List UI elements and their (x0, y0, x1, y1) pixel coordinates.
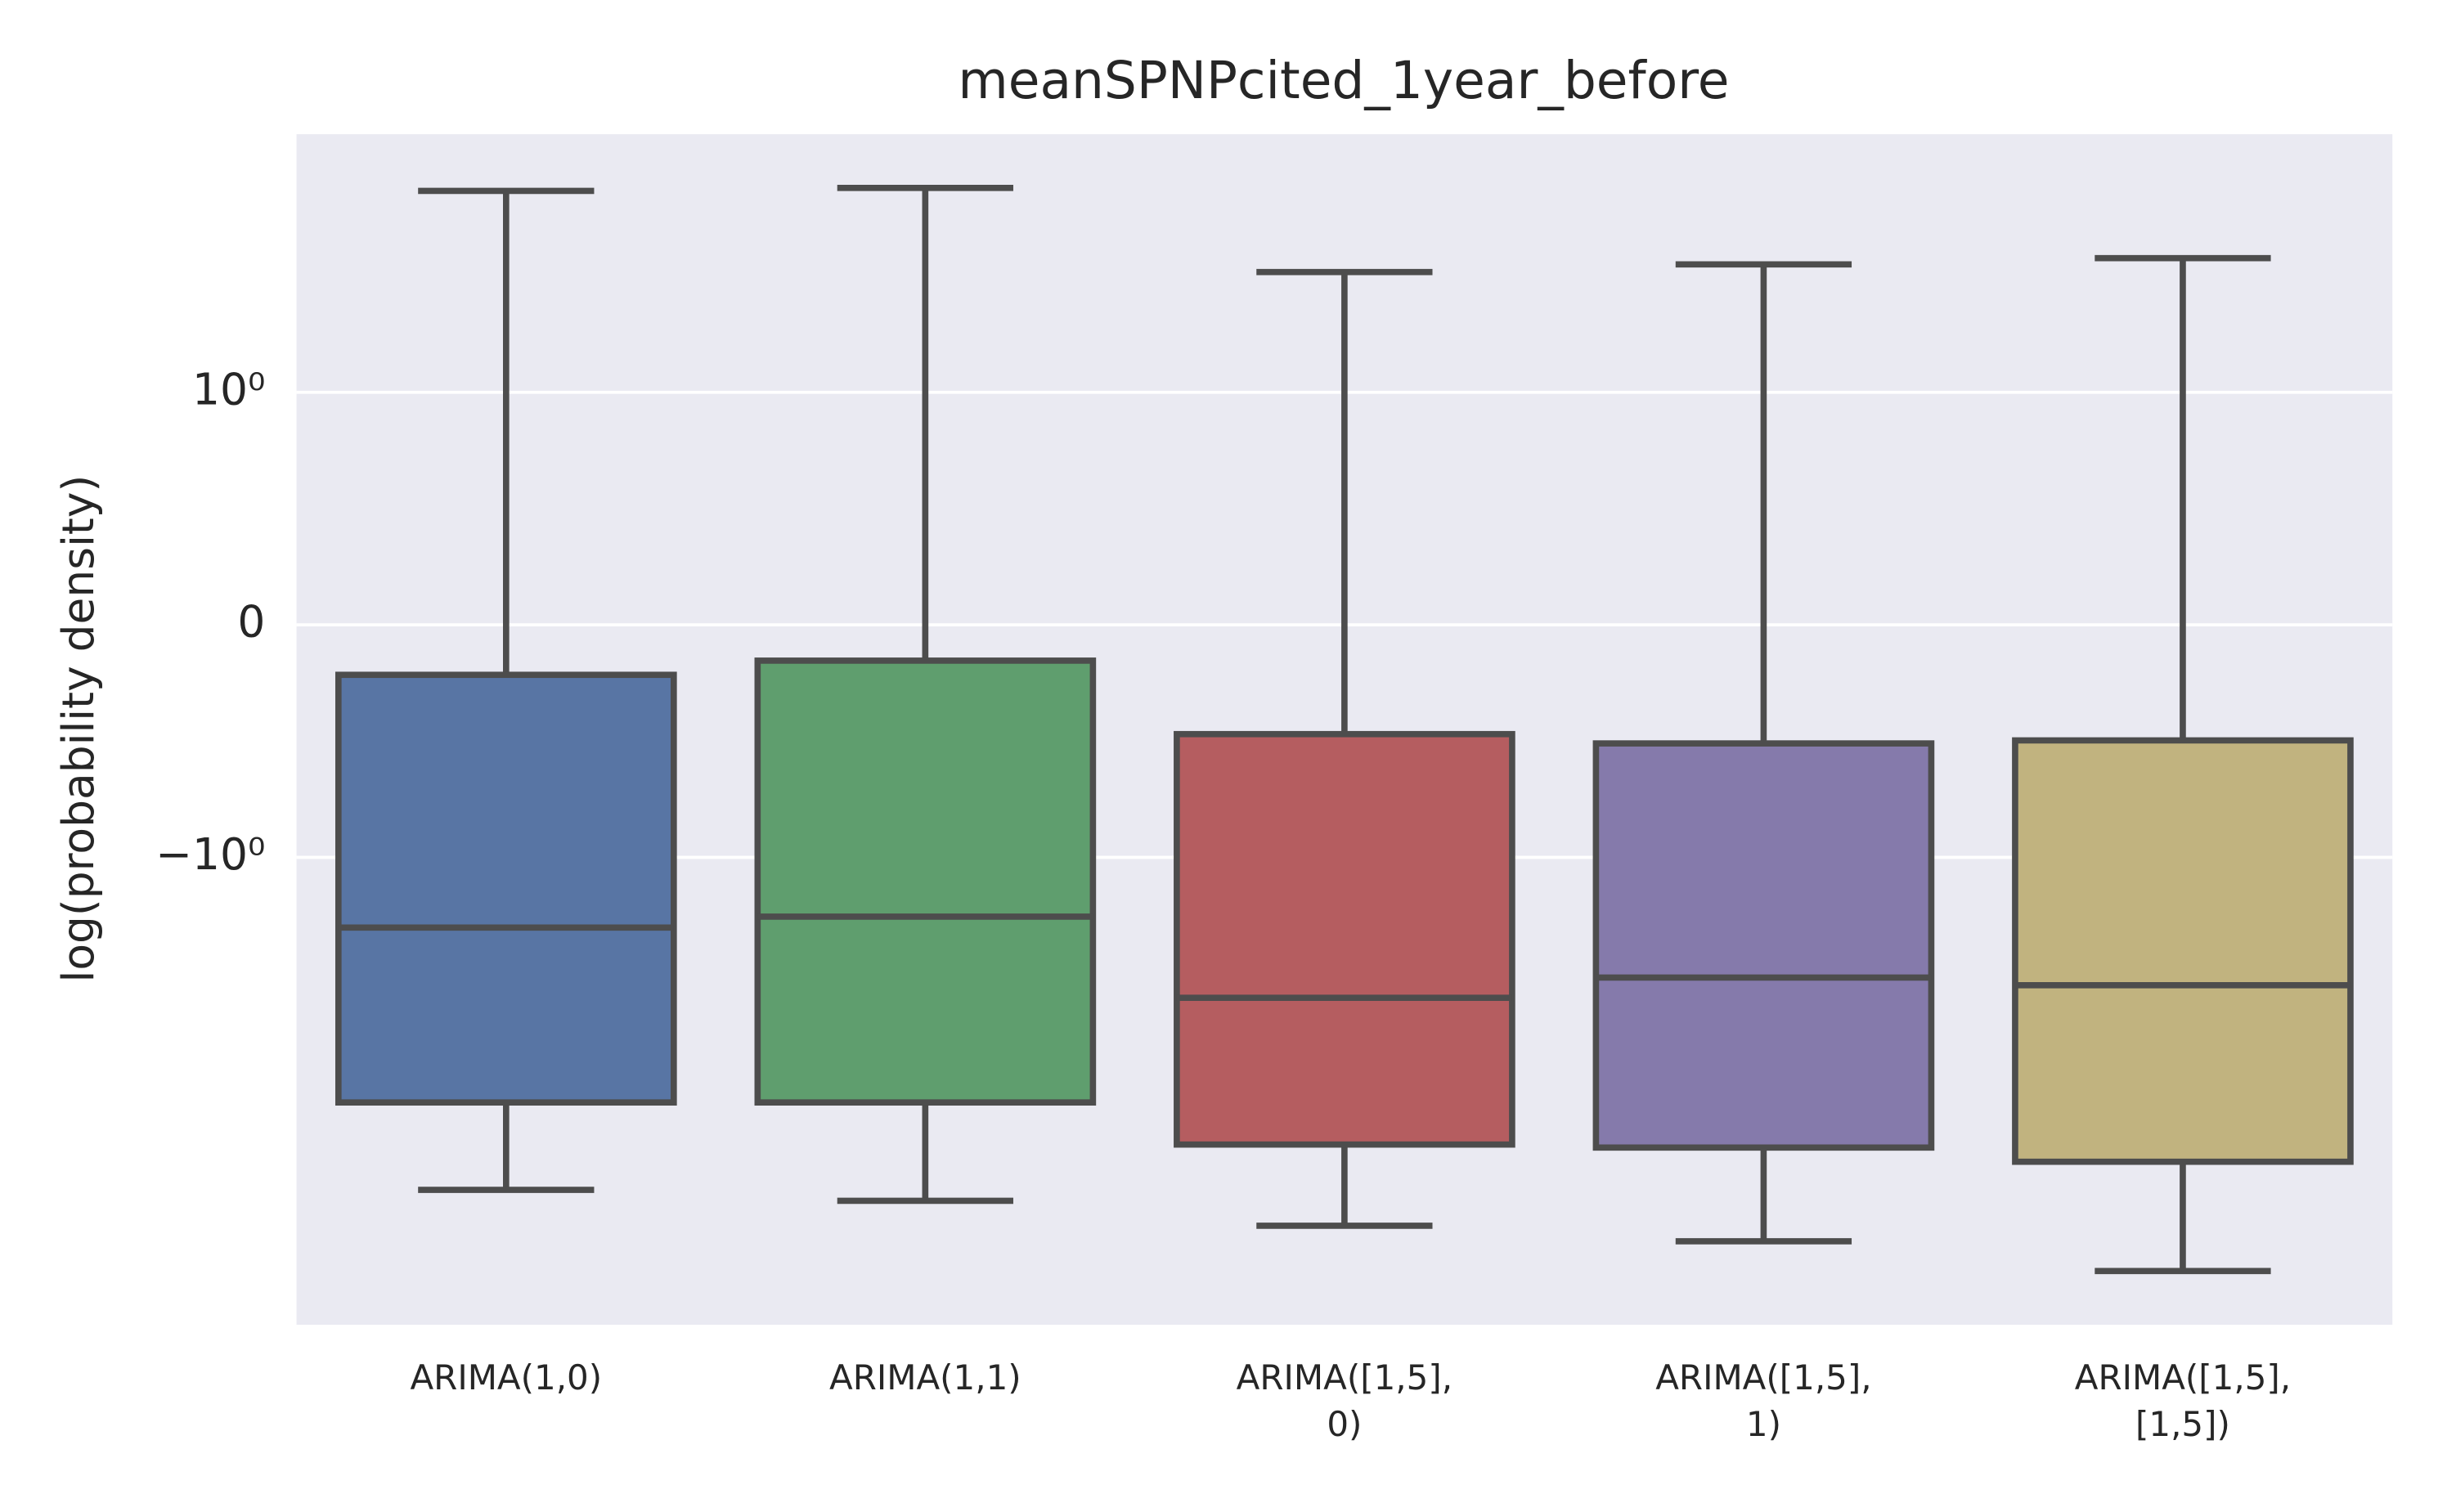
x-tick-line: 1) (1746, 1404, 1781, 1444)
box (334, 671, 677, 1106)
x-tick-line: ARIMA([1,5], (1237, 1357, 1452, 1397)
y-tick-label: 10⁰ (192, 363, 265, 415)
y-tick-label: 0 (237, 596, 265, 648)
x-tick-line: [1,5]) (2135, 1404, 2230, 1444)
chart-title: meanSPNPcited_1year_before (958, 51, 1729, 110)
box (1174, 730, 1515, 1148)
x-tick-label: ARIMA(1,0) (410, 1357, 602, 1397)
x-tick-label: ARIMA(1,1) (829, 1357, 1021, 1397)
box (2012, 737, 2354, 1165)
x-tick-line: 0) (1327, 1404, 1362, 1444)
x-tick-line: ARIMA([1,5], (2075, 1357, 2291, 1397)
x-tick-label: ARIMA([1,5], [1,5]) (2075, 1357, 2291, 1443)
box (1592, 740, 1935, 1151)
x-tick-label: ARIMA([1,5], 1) (1655, 1357, 1871, 1443)
y-tick-label: −10⁰ (155, 828, 265, 880)
x-tick-line: ARIMA(1,1) (829, 1357, 1021, 1397)
x-tick-line: ARIMA([1,5], (1655, 1357, 1871, 1397)
box (754, 657, 1097, 1106)
x-tick-line: ARIMA(1,0) (410, 1357, 602, 1397)
y-axis-label: log(probability density) (52, 475, 104, 983)
x-tick-label: ARIMA([1,5], 0) (1237, 1357, 1452, 1443)
